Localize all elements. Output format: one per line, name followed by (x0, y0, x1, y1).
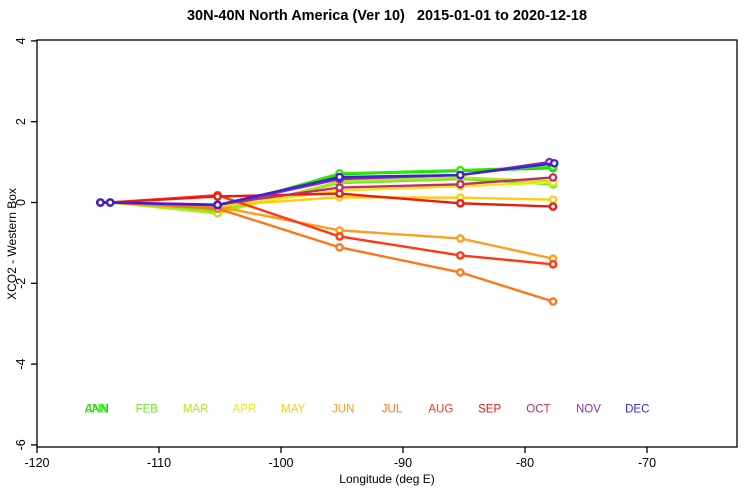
legend-label-jul: JUL (382, 404, 403, 416)
x-tick-label: -90 (394, 456, 412, 470)
data-point-aug (456, 251, 465, 260)
legend-label-feb: FEB (136, 404, 159, 416)
x-axis-label: Longitude (deg E) (339, 472, 435, 486)
data-point-jul (456, 268, 465, 277)
y-tick-label: 4 (14, 37, 28, 44)
data-point-oct (335, 183, 344, 192)
data-point-sep (456, 199, 465, 208)
legend-label-may: MAY (281, 404, 305, 416)
data-point-dec (105, 198, 115, 207)
legend-label-ann: ANN (85, 404, 109, 416)
data-point-may (548, 195, 558, 204)
y-tick-label: 2 (14, 118, 28, 125)
data-point-dec (96, 198, 105, 207)
data-point-dec (456, 170, 465, 180)
x-tick-label: -70 (638, 456, 656, 470)
data-point-dec (335, 172, 344, 182)
legend-label-dec: DEC (625, 404, 649, 416)
legend-label-apr: APR (233, 404, 257, 416)
y-tick-label: -4 (14, 358, 28, 369)
legend-label-mar: MAR (183, 404, 209, 416)
data-point-jul (548, 297, 558, 306)
y-tick-label: -6 (14, 439, 28, 450)
data-point-aug (335, 232, 344, 241)
data-point-oct (456, 180, 465, 189)
x-tick-label: -110 (147, 456, 171, 470)
legend-label-nov: NOV (576, 404, 601, 416)
legend-label-jun: JUN (332, 404, 354, 416)
data-point-sep (213, 192, 222, 201)
data-point-dec (213, 200, 222, 210)
data-point-oct (548, 173, 558, 182)
series-line-jun (99, 201, 555, 260)
series-line-jul (99, 201, 555, 303)
y-tick-label: 0 (14, 199, 28, 206)
data-point-jul (335, 243, 344, 252)
legend-label-sep: SEP (478, 404, 501, 416)
x-tick-label: -100 (268, 456, 293, 470)
y-axis-label: XCO2 - Western Box (5, 188, 19, 300)
legend-label-oct: OCT (526, 404, 550, 416)
chart-title: 30N-40N North America (Ver 10) 2015-01-0… (186, 8, 588, 24)
data-point-jun (456, 234, 465, 243)
x-tick-label: -120 (24, 456, 49, 470)
series-line-jan (99, 165, 555, 210)
legend-label-aug: AUG (428, 404, 453, 416)
y-tick-label: -2 (14, 278, 28, 289)
legend-label-jan: JAN (86, 404, 108, 416)
data-point-aug (548, 260, 558, 269)
plot-frame (36, 39, 738, 448)
data-point-dec (549, 159, 559, 168)
x-tick-label: -80 (516, 456, 534, 470)
data-point-sep (548, 202, 558, 211)
